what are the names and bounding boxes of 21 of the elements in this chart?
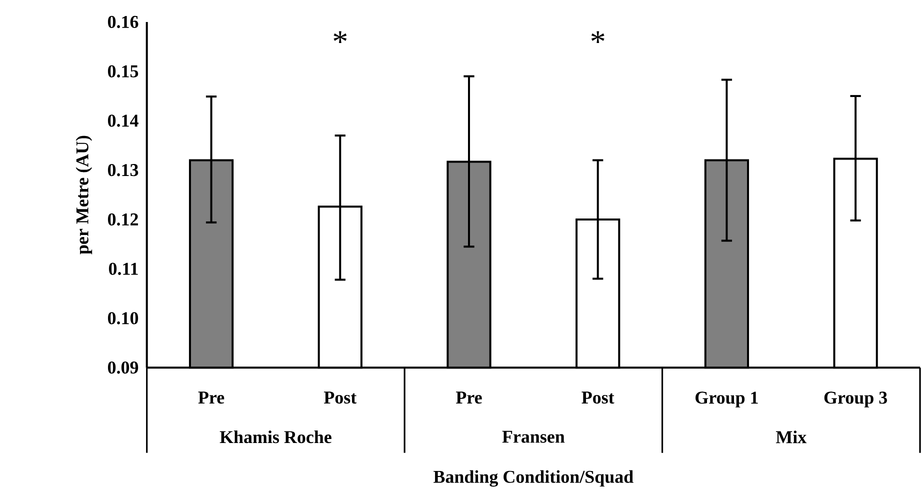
x-tick-label: Pre [456, 391, 482, 404]
y-tick-label: 0.15 [108, 65, 138, 78]
annotation: * [334, 31, 347, 43]
text: Khamis Roche [220, 430, 332, 443]
annotation: * [591, 31, 604, 43]
x-tick-label: Pre [198, 391, 224, 404]
x-tick-label: Post [582, 391, 614, 404]
x-tick-label: Post [324, 391, 357, 404]
y-tick-label: 0.09 [108, 361, 138, 374]
y-tick-label: 0.10 [108, 312, 138, 324]
y-axis-title: per Metre (AU) [76, 136, 92, 254]
x-tick-label: Group 1 [696, 391, 758, 408]
text: Fransen [502, 430, 565, 443]
y-tick-label: 0.12 [108, 213, 138, 226]
x-tick-label: Group 3 [824, 391, 887, 408]
y-tick-label: 0.11 [108, 262, 138, 275]
y-tick-label: 0.16 [108, 16, 138, 28]
text: Mix [776, 430, 807, 443]
y-tick-label: 0.13 [108, 164, 138, 176]
y-tick-label: 0.14 [108, 114, 138, 127]
x-axis-title: Banding Condition/Squad [434, 470, 634, 486]
